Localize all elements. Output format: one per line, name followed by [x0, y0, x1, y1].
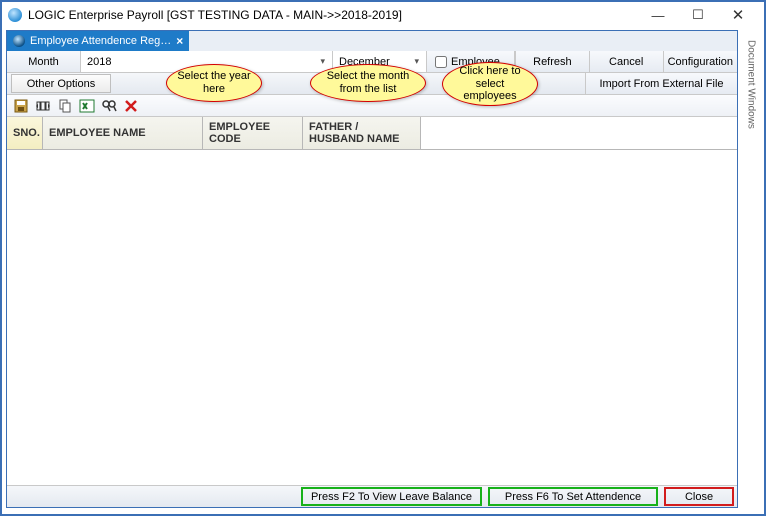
close-window-button[interactable]: ✕ [718, 4, 758, 26]
tab-close-icon[interactable]: × [176, 34, 183, 48]
callout-month: Select the month from the list [310, 64, 426, 102]
title-bar: LOGIC Enterprise Payroll [GST TESTING DA… [2, 2, 764, 28]
grid-area: SNO. EMPLOYEE NAME EMPLOYEE CODE FATHER … [7, 117, 737, 507]
column-father-husband[interactable]: FATHER / HUSBAND NAME [303, 117, 421, 149]
find-icon[interactable] [101, 98, 117, 114]
minimize-button[interactable]: — [638, 4, 678, 26]
excel-icon[interactable] [79, 98, 95, 114]
view-leave-balance-button[interactable]: Press F2 To View Leave Balance [301, 487, 482, 506]
document-tab-strip: Employee Attendence Reg… × [7, 31, 737, 51]
callout-employee: Click here to select employees [442, 62, 538, 106]
table-header-row: SNO. EMPLOYEE NAME EMPLOYEE CODE FATHER … [7, 117, 737, 150]
column-employee-name[interactable]: EMPLOYEE NAME [43, 117, 203, 149]
import-external-file-button[interactable]: Import From External File [585, 73, 737, 94]
columns-icon[interactable] [35, 98, 51, 114]
callout-year: Select the year here [166, 64, 262, 102]
document-windows-sidetab[interactable]: Document Windows [742, 36, 760, 156]
tab-icon [13, 35, 25, 47]
app-window: LOGIC Enterprise Payroll [GST TESTING DA… [0, 0, 766, 516]
column-sno[interactable]: SNO. [7, 117, 43, 149]
set-attendance-button[interactable]: Press F6 To Set Attendence [488, 487, 658, 506]
save-icon[interactable] [13, 98, 29, 114]
other-options-button[interactable]: Other Options [11, 74, 111, 93]
footer-bar: Press F2 To View Leave Balance Press F6 … [7, 485, 737, 507]
copy-icon[interactable] [57, 98, 73, 114]
document-windows-label: Document Windows [746, 36, 757, 129]
employee-checkbox[interactable] [435, 56, 447, 68]
tab-attendance-register[interactable]: Employee Attendence Reg… × [7, 31, 189, 51]
chevron-down-icon: ▾ [411, 56, 422, 67]
column-employee-code[interactable]: EMPLOYEE CODE [203, 117, 303, 149]
app-title: LOGIC Enterprise Payroll [GST TESTING DA… [28, 8, 638, 22]
delete-icon[interactable] [123, 98, 139, 114]
chevron-down-icon: ▾ [317, 56, 328, 67]
app-icon [8, 8, 22, 22]
configuration-button[interactable]: Configuration [663, 51, 737, 72]
month-label: Month [7, 51, 81, 72]
tab-label: Employee Attendence Reg… [30, 35, 171, 47]
close-button[interactable]: Close [664, 487, 734, 506]
maximize-button[interactable]: ☐ [678, 4, 718, 26]
cancel-button[interactable]: Cancel [589, 51, 663, 72]
window-controls: — ☐ ✕ [638, 4, 758, 26]
year-value: 2018 [87, 56, 111, 68]
